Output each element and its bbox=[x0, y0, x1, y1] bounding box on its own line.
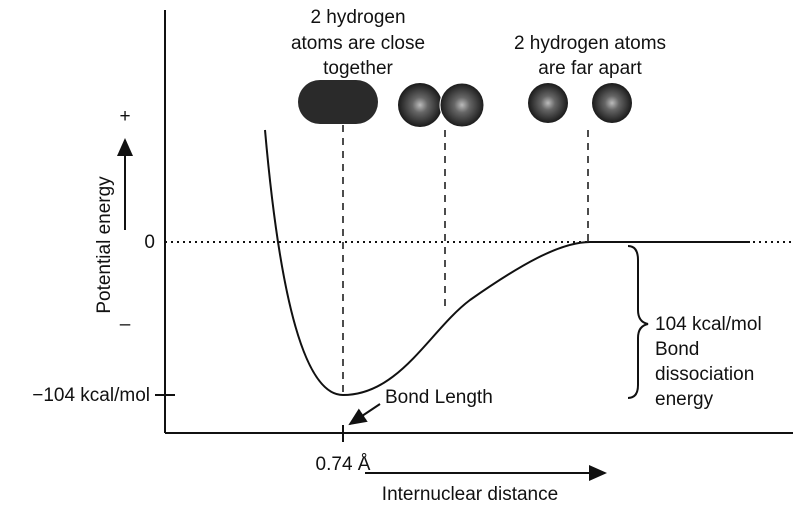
page: {"labels": {"close": ["2 hydrogen", "ato… bbox=[0, 0, 793, 509]
label: together bbox=[323, 58, 393, 79]
label: atoms are close bbox=[291, 33, 425, 54]
atom bbox=[528, 83, 568, 123]
annotation: dissociation bbox=[655, 364, 754, 385]
diagram: 2 hydrogen atoms are close together 2 hy… bbox=[0, 0, 793, 509]
annotation-arrow bbox=[350, 404, 380, 424]
label: 2 hydrogen atoms bbox=[514, 33, 666, 54]
brace bbox=[628, 246, 648, 398]
annotation: Bond Length bbox=[385, 387, 493, 408]
y-tick-label: −104 kcal/mol bbox=[32, 385, 150, 406]
y-axis-title: Potential energy bbox=[94, 176, 115, 314]
atom-pair-close bbox=[298, 80, 378, 124]
annotation: energy bbox=[655, 389, 714, 410]
annotation: 104 kcal/mol bbox=[655, 314, 762, 335]
y-tick-label: 0 bbox=[144, 232, 155, 253]
minus-sign: – bbox=[120, 314, 131, 335]
plus-sign: + bbox=[119, 106, 130, 127]
atom bbox=[398, 83, 442, 127]
atom bbox=[440, 83, 484, 127]
annotation: Bond bbox=[655, 339, 699, 360]
x-axis-title: Internuclear distance bbox=[382, 484, 558, 505]
label: 2 hydrogen bbox=[310, 7, 405, 28]
x-tick-label: 0.74 Å bbox=[316, 454, 371, 475]
label: are far apart bbox=[538, 58, 642, 79]
atom bbox=[592, 83, 632, 123]
atoms bbox=[298, 80, 632, 127]
